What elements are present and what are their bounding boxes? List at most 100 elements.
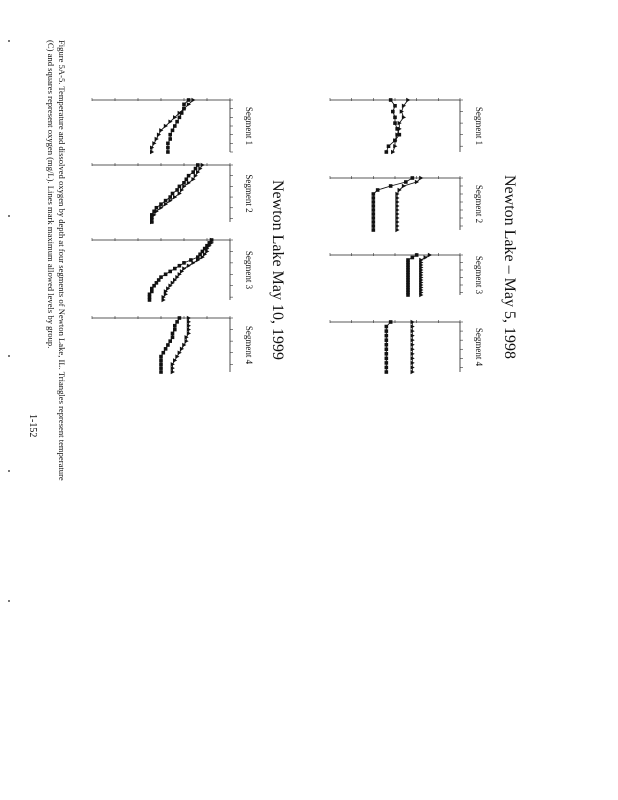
triangle-marker (401, 183, 407, 189)
square-marker (173, 323, 177, 328)
square-marker (393, 103, 397, 108)
square-marker (166, 145, 170, 150)
triangle-marker (152, 141, 157, 146)
square-marker (177, 316, 182, 320)
triangle-marker (410, 337, 415, 343)
triangle-marker (410, 360, 415, 366)
square-marker (371, 204, 376, 208)
triangle-marker (150, 145, 155, 150)
triangle-marker (173, 194, 178, 200)
square-marker (177, 184, 182, 189)
triangle-marker (410, 333, 415, 338)
triangle-marker (186, 323, 191, 328)
triangle-marker (168, 198, 173, 203)
series-line-triangle (151, 99, 194, 152)
chart-panel-2: Segment 2 (329, 175, 484, 233)
triangle-marker (173, 277, 178, 283)
triangle-marker (395, 195, 400, 201)
square-marker (163, 347, 168, 351)
square-marker (159, 366, 163, 370)
triangle-marker (175, 354, 180, 359)
scan-speck (8, 215, 10, 217)
triangle-marker (186, 263, 191, 268)
triangle-marker (395, 199, 400, 205)
segment-title: Segment 3 (244, 251, 254, 290)
series-line-square (151, 164, 199, 222)
square-marker (182, 181, 186, 185)
triangle-marker (191, 177, 196, 182)
triangle-marker (159, 205, 164, 210)
square-marker (170, 191, 175, 196)
square-marker (163, 198, 168, 203)
triangle-marker (410, 356, 415, 361)
square-marker (152, 283, 156, 288)
triangle-marker (177, 272, 182, 277)
square-marker (406, 275, 410, 280)
scan-speck (8, 600, 10, 602)
square-marker (161, 350, 166, 355)
square-marker (404, 180, 408, 184)
triangle-marker (393, 144, 398, 149)
triangle-marker (150, 149, 155, 155)
square-marker (159, 202, 163, 206)
triangle-marker (177, 110, 182, 116)
square-marker (406, 270, 410, 275)
chart-panel-1: Segment 1 (329, 97, 484, 155)
square-marker (384, 329, 389, 333)
square-marker (156, 278, 161, 282)
triangle-marker (184, 338, 189, 344)
triangle-marker (401, 115, 407, 120)
triangle-marker (186, 180, 191, 186)
square-marker (150, 289, 154, 294)
triangle-marker (395, 211, 400, 217)
triangle-marker (159, 128, 164, 133)
triangle-marker (406, 97, 411, 103)
square-marker (147, 298, 152, 302)
square-marker (391, 109, 395, 114)
triangle-marker (170, 280, 175, 286)
triangle-marker (186, 319, 191, 325)
square-marker (410, 255, 415, 260)
triangle-marker (410, 369, 415, 375)
square-marker (168, 269, 172, 274)
segment-title: Segment 2 (474, 185, 484, 223)
triangle-marker (200, 162, 205, 168)
square-marker (179, 111, 184, 115)
square-marker (397, 132, 402, 137)
triangle-marker (196, 169, 201, 175)
segment-title: Segment 1 (244, 107, 254, 145)
square-marker (406, 263, 410, 267)
square-marker (168, 195, 172, 199)
triangle-marker (186, 331, 191, 336)
triangle-marker (410, 342, 415, 347)
square-marker (406, 293, 410, 297)
square-marker (205, 243, 209, 248)
triangle-marker (168, 283, 173, 288)
square-marker (166, 150, 170, 154)
square-marker (384, 150, 389, 154)
triangle-marker (427, 252, 433, 258)
segment-title: Segment 4 (474, 328, 484, 367)
square-marker (147, 292, 152, 297)
triangle-marker (419, 292, 424, 298)
square-marker (386, 144, 391, 149)
triangle-marker (410, 319, 415, 325)
square-marker (371, 192, 376, 196)
square-marker (371, 216, 376, 220)
square-marker (175, 188, 179, 192)
square-marker (371, 220, 376, 224)
square-marker (384, 342, 389, 347)
triangle-marker (410, 365, 415, 370)
square-marker (371, 224, 376, 228)
triangle-marker (173, 358, 178, 363)
square-marker (182, 106, 186, 111)
square-marker (159, 275, 163, 279)
square-marker (191, 170, 195, 174)
series-line-square (372, 177, 413, 230)
square-marker (173, 124, 177, 128)
square-marker (406, 290, 410, 295)
square-marker (393, 115, 397, 120)
chart-panel-4: Segment 4 (329, 319, 484, 375)
